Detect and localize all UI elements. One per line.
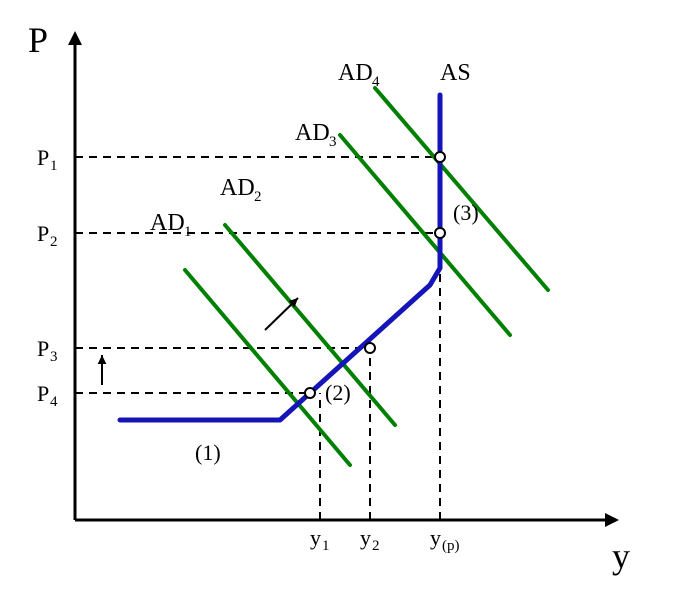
ytick-P4: P4 (37, 381, 58, 410)
ytick-P3: P3 (37, 336, 58, 365)
svg-text:P: P (37, 336, 49, 361)
svg-text:2: 2 (50, 234, 58, 250)
curve-AD3 (340, 135, 510, 335)
svg-text:2: 2 (254, 189, 262, 205)
xtick-y2: y2 (360, 525, 380, 554)
svg-text:3: 3 (329, 134, 337, 150)
guide-lines (75, 157, 440, 520)
svg-text:P: P (37, 381, 49, 406)
label-AD2: AD2 (220, 175, 262, 205)
svg-text:AD: AD (295, 120, 330, 146)
svg-text:4: 4 (372, 74, 380, 90)
label-AS: AS (440, 60, 471, 86)
y-axis-label: P (28, 20, 48, 60)
svg-text:2: 2 (372, 538, 380, 554)
shift-arrow-1-head (98, 355, 107, 364)
ytick-P2: P2 (37, 221, 58, 250)
region-label-3: (3) (453, 200, 479, 225)
label-AD3: AD3 (295, 120, 337, 150)
point-4 (435, 152, 445, 162)
x-axis-arrowhead (605, 513, 619, 527)
svg-text:1: 1 (322, 538, 330, 554)
ad-curves (185, 88, 548, 465)
curve-AD4 (375, 88, 548, 290)
svg-text:AD: AD (150, 210, 185, 236)
x-axis-label: y (612, 536, 630, 576)
label-AD1: AD1 (150, 210, 192, 240)
xtick-yp: y(p) (430, 525, 460, 554)
point-1 (305, 388, 315, 398)
svg-text:1: 1 (184, 224, 192, 240)
intersection-points (305, 152, 445, 398)
svg-text:AD: AD (338, 60, 373, 86)
curve-AD1 (185, 270, 350, 465)
ytick-P1: P1 (37, 145, 58, 174)
curve-AS (120, 95, 440, 420)
svg-text:4: 4 (50, 394, 58, 410)
svg-text:y: y (360, 525, 371, 550)
xtick-y1: y1 (310, 525, 330, 554)
svg-text:y: y (430, 525, 441, 550)
as-ad-diagram: PyP1P2P3P4y1y2y(p)AD1AD2AD3AD4AS(1)(2)(3… (0, 0, 693, 592)
svg-text:(p): (p) (442, 538, 460, 554)
svg-text:3: 3 (50, 349, 58, 365)
svg-text:P: P (37, 145, 49, 170)
region-label-2: (2) (325, 380, 351, 405)
shift-arrows (98, 298, 298, 385)
point-3 (435, 228, 445, 238)
point-2 (365, 343, 375, 353)
y-axis-arrowhead (68, 31, 82, 45)
svg-text:1: 1 (50, 158, 58, 174)
region-label-1: (1) (195, 440, 221, 465)
svg-text:AD: AD (220, 175, 255, 201)
svg-text:P: P (37, 221, 49, 246)
svg-text:y: y (310, 525, 321, 550)
label-AD4: AD4 (338, 60, 380, 90)
